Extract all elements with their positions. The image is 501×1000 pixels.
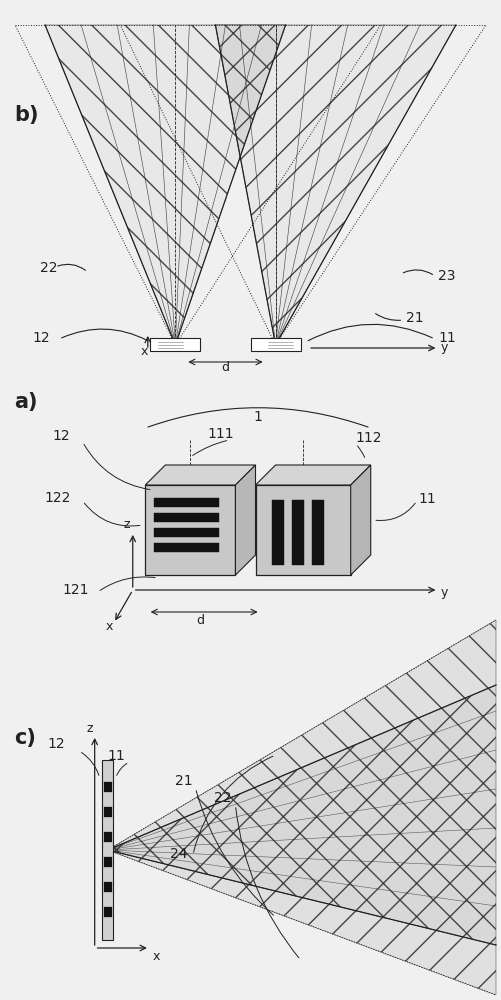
Text: y: y <box>441 341 448 354</box>
Polygon shape <box>235 465 256 575</box>
Bar <box>104 857 112 867</box>
Bar <box>150 338 200 351</box>
Polygon shape <box>108 620 496 850</box>
Bar <box>104 782 112 792</box>
Bar <box>154 498 219 507</box>
Bar <box>312 500 325 565</box>
Bar <box>145 485 235 575</box>
Polygon shape <box>108 850 496 995</box>
Text: 22: 22 <box>40 261 58 275</box>
Text: 24: 24 <box>170 847 188 861</box>
Bar <box>104 882 112 892</box>
Text: 12: 12 <box>33 331 50 345</box>
Bar <box>102 760 113 940</box>
Text: 21: 21 <box>406 311 423 325</box>
Bar <box>154 528 219 537</box>
Text: z: z <box>87 722 93 735</box>
Text: 12: 12 <box>48 737 65 751</box>
Polygon shape <box>256 465 371 485</box>
Text: 23: 23 <box>438 269 456 283</box>
Text: 111: 111 <box>208 427 234 441</box>
Text: 21: 21 <box>175 774 193 788</box>
Text: 121: 121 <box>63 583 89 597</box>
Text: y: y <box>441 586 448 599</box>
Text: x: x <box>152 950 160 963</box>
Text: a): a) <box>14 392 38 412</box>
Bar <box>154 543 219 552</box>
Text: 11: 11 <box>418 492 436 506</box>
Polygon shape <box>215 25 456 345</box>
Text: d: d <box>221 361 229 374</box>
Polygon shape <box>351 465 371 575</box>
Text: x: x <box>106 620 113 633</box>
Text: z: z <box>124 518 130 531</box>
Polygon shape <box>108 685 496 945</box>
Bar <box>250 338 301 351</box>
Bar <box>272 500 285 565</box>
Bar <box>104 832 112 842</box>
Polygon shape <box>45 25 286 345</box>
Text: 22: 22 <box>214 791 232 805</box>
Text: 12: 12 <box>53 429 70 443</box>
Bar <box>256 485 351 575</box>
Bar <box>292 500 304 565</box>
Text: x: x <box>141 345 148 358</box>
Bar <box>104 907 112 917</box>
Text: 112: 112 <box>356 431 382 445</box>
Text: c): c) <box>14 728 36 748</box>
Text: b): b) <box>14 105 39 125</box>
Bar <box>154 513 219 522</box>
Polygon shape <box>145 465 256 485</box>
Text: 11: 11 <box>438 331 456 345</box>
Polygon shape <box>215 25 286 157</box>
Text: d: d <box>196 614 204 627</box>
Text: 11: 11 <box>108 749 125 763</box>
Text: 1: 1 <box>254 410 263 424</box>
Text: 122: 122 <box>44 491 71 505</box>
Bar <box>104 807 112 817</box>
